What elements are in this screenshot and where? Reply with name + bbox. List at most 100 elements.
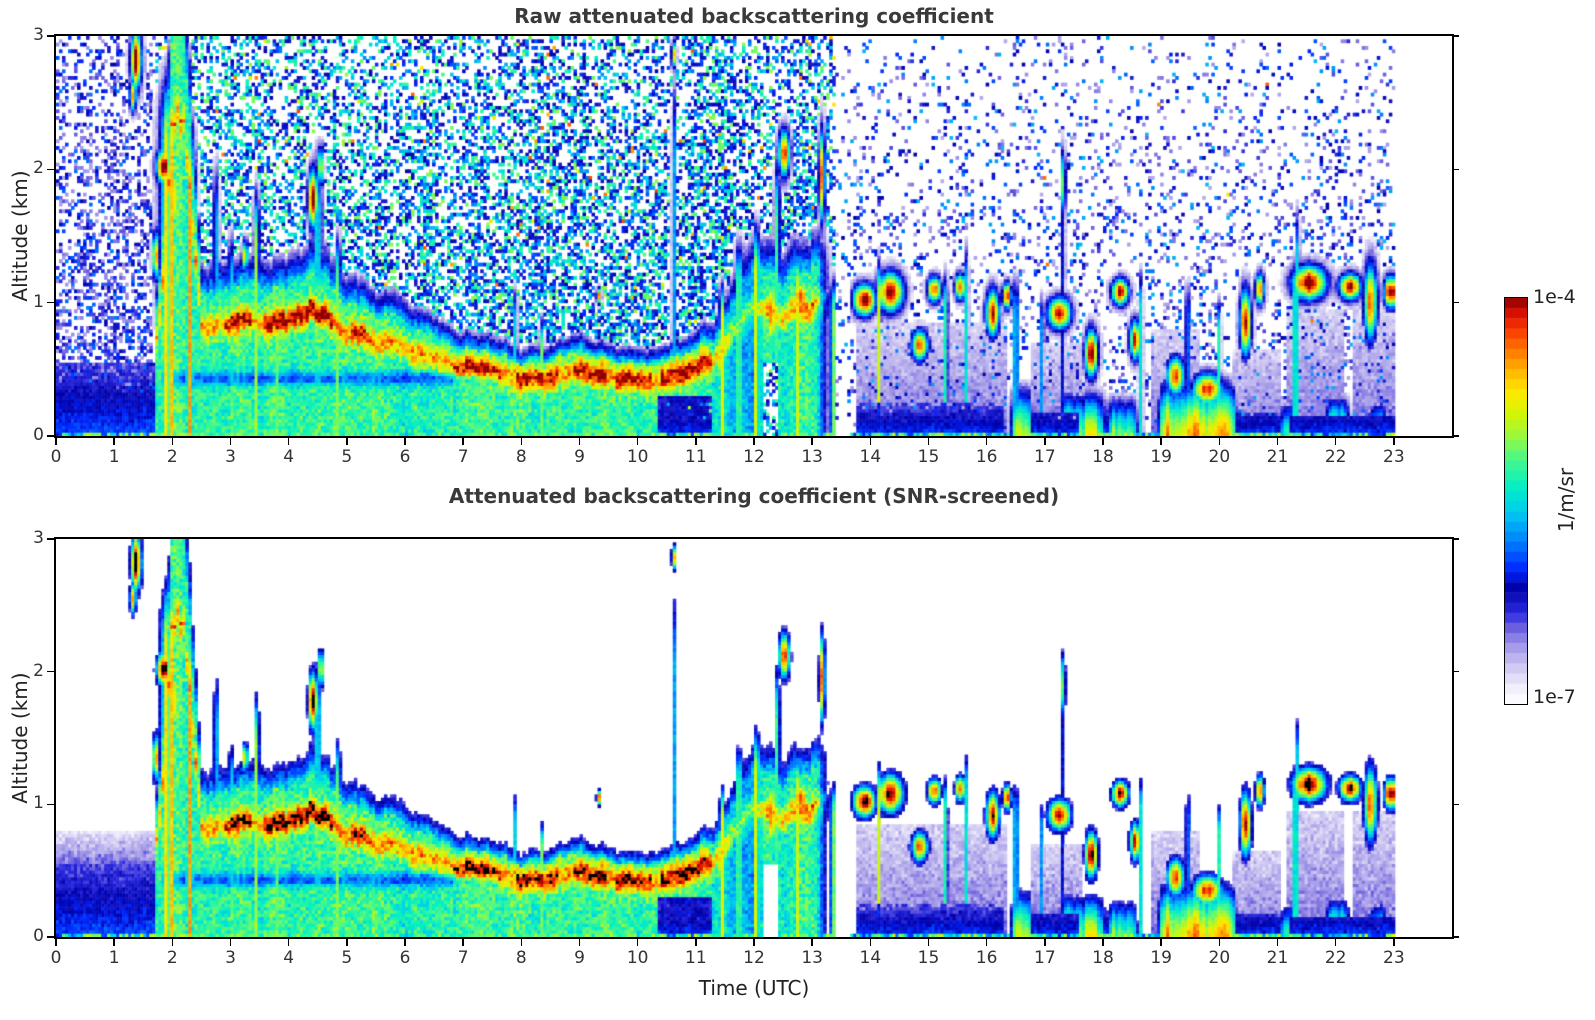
x-tick-label: 5 — [341, 948, 353, 968]
x-tick-label: 11 — [685, 948, 707, 968]
x-tick — [753, 438, 755, 445]
x-tick-label: 10 — [626, 447, 649, 467]
x-tick-label: 13 — [801, 447, 823, 467]
y-tick-label: 1 — [33, 291, 44, 312]
x-axis-label: Time (UTC) — [698, 976, 810, 1000]
x-tick — [1044, 939, 1046, 946]
x-tick — [1102, 438, 1104, 445]
y-tick-right — [1454, 435, 1459, 437]
x-tick — [636, 438, 639, 445]
x-tick-label: 9 — [574, 948, 585, 968]
y-tick — [47, 803, 54, 806]
x-tick-label: 4 — [283, 447, 295, 467]
x-tick-label: 15 — [917, 948, 940, 968]
x-tick-label: 19 — [1150, 948, 1172, 968]
x-tick-label: 22 — [1324, 948, 1347, 968]
x-tick — [927, 939, 930, 946]
x-tick — [1334, 438, 1337, 445]
x-tick-label: 7 — [457, 948, 469, 968]
x-tick — [1102, 939, 1104, 946]
x-tick — [695, 939, 697, 946]
y-tick-right — [1454, 35, 1459, 37]
x-tick — [636, 939, 639, 946]
x-tick-label: 16 — [975, 948, 998, 968]
raw-panel-plot-area — [54, 34, 1454, 438]
x-tick-label: 10 — [626, 948, 649, 968]
y-tick-right — [1454, 168, 1459, 171]
x-tick — [55, 939, 57, 946]
x-tick-label: 14 — [859, 948, 882, 968]
x-tick — [1334, 939, 1337, 946]
x-tick-label: 21 — [1266, 447, 1289, 467]
x-tick-label: 18 — [1092, 948, 1114, 968]
x-tick — [1393, 438, 1395, 445]
y-tick — [47, 670, 54, 673]
x-tick — [811, 939, 813, 946]
x-tick — [113, 939, 115, 946]
x-tick — [578, 438, 581, 445]
raw-panel-title: Raw attenuated backscattering coefficien… — [514, 4, 994, 28]
colorbar-units-label: 1/m/sr — [1554, 467, 1578, 533]
x-tick — [287, 438, 290, 445]
x-tick — [1160, 438, 1162, 445]
y-tick — [47, 538, 54, 540]
x-tick — [404, 438, 406, 445]
x-tick-label: 3 — [225, 948, 236, 968]
screened-panel-title: Attenuated backscattering coefficient (S… — [448, 484, 1060, 508]
y-tick-label: 3 — [33, 25, 44, 45]
x-tick — [927, 438, 930, 445]
x-tick-label: 21 — [1266, 948, 1289, 968]
colorbar-max-label: 1e-4 — [1533, 286, 1576, 308]
x-tick — [1393, 939, 1395, 946]
x-tick — [113, 438, 115, 445]
y-tick-label: 0 — [33, 425, 44, 445]
y-tick-right — [1454, 670, 1459, 673]
x-tick-label: 13 — [801, 948, 823, 968]
x-tick — [811, 438, 813, 445]
y-tick-right — [1454, 301, 1459, 304]
y-tick — [47, 936, 54, 938]
x-tick — [1218, 438, 1221, 445]
x-tick-label: 8 — [515, 948, 527, 968]
x-tick-label: 12 — [743, 447, 765, 467]
screened-panel-plot-area — [54, 537, 1454, 939]
x-tick — [171, 939, 174, 946]
x-tick-label: 1 — [108, 447, 120, 467]
x-tick — [578, 939, 581, 946]
x-tick-label: 19 — [1150, 447, 1172, 467]
y-tick-right — [1454, 538, 1459, 540]
x-tick — [1044, 438, 1046, 445]
x-tick — [229, 939, 232, 946]
x-tick-label: 22 — [1324, 447, 1347, 467]
x-tick — [1218, 939, 1221, 946]
x-tick — [1276, 939, 1279, 946]
x-tick — [869, 939, 872, 946]
x-tick — [287, 939, 290, 946]
x-tick-label: 9 — [574, 447, 585, 467]
x-tick-label: 0 — [50, 948, 62, 968]
raw-heatmap-canvas — [56, 36, 1452, 436]
x-tick — [753, 939, 755, 946]
y-tick-label: 0 — [33, 926, 44, 946]
x-tick-label: 23 — [1383, 447, 1405, 467]
x-tick — [346, 438, 348, 445]
colorbar — [1504, 297, 1528, 705]
colorbar-min-label: 1e-7 — [1533, 686, 1576, 708]
x-tick-label: 15 — [917, 447, 940, 467]
x-tick — [520, 939, 523, 946]
x-tick-label: 11 — [685, 447, 707, 467]
x-tick-label: 23 — [1383, 948, 1405, 968]
x-tick-label: 16 — [975, 447, 998, 467]
y-tick-label: 1 — [33, 793, 44, 814]
x-tick — [985, 438, 988, 445]
x-tick-label: 0 — [50, 447, 62, 467]
x-tick — [55, 438, 57, 445]
x-tick-label: 8 — [515, 447, 527, 467]
x-tick — [695, 438, 697, 445]
x-tick-label: 6 — [399, 948, 411, 968]
x-tick-label: 18 — [1092, 447, 1114, 467]
y-tick — [47, 168, 54, 171]
y-tick-right — [1454, 803, 1459, 806]
x-tick-label: 2 — [166, 948, 178, 968]
x-tick — [520, 438, 523, 445]
